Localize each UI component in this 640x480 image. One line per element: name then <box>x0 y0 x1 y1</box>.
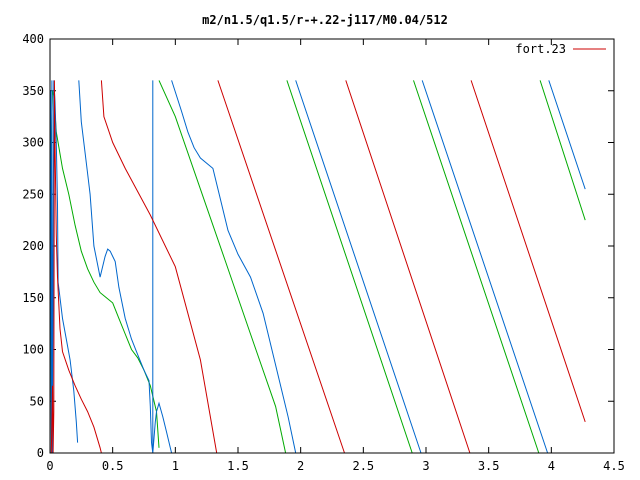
x-tick-label: 1 <box>172 459 179 473</box>
y-axis-ticks: 0 50 100 150 200 250 300 350 400 <box>22 32 614 460</box>
y-tick-label: 300 <box>22 136 44 150</box>
x-tick-label: 2 <box>297 459 304 473</box>
y-tick-label: 50 <box>30 394 44 408</box>
legend-label: fort.23 <box>515 42 566 56</box>
x-tick-label: 0.5 <box>102 459 124 473</box>
plot-frame <box>49 38 615 454</box>
x-tick-label: 4 <box>548 459 555 473</box>
x-tick-label: 0 <box>46 459 53 473</box>
y-tick-label: 150 <box>22 291 44 305</box>
x-tick-label: 3.5 <box>478 459 500 473</box>
x-tick-label: 4.5 <box>603 459 625 473</box>
y-tick-label: 350 <box>22 84 44 98</box>
y-tick-label: 0 <box>37 446 44 460</box>
series-line-1 <box>50 80 586 454</box>
legend: fort.23 <box>515 42 606 56</box>
y-tick-label: 400 <box>22 32 44 46</box>
series-line-2 <box>49 80 586 454</box>
x-tick-label: 3 <box>422 459 429 473</box>
x-axis-ticks: 0 0.5 1 1.5 2 2.5 3 3.5 4 4.5 <box>46 39 625 473</box>
y-tick-label: 100 <box>22 343 44 357</box>
x-tick-label: 2.5 <box>352 459 374 473</box>
series-layer <box>49 80 586 454</box>
chart-title: m2/n1.5/q1.5/r-+.22-j117/M0.04/512 <box>202 13 448 27</box>
series-line-0 <box>50 80 586 454</box>
y-tick-label: 250 <box>22 187 44 201</box>
y-tick-label: 200 <box>22 239 44 253</box>
x-tick-label: 1.5 <box>227 459 249 473</box>
